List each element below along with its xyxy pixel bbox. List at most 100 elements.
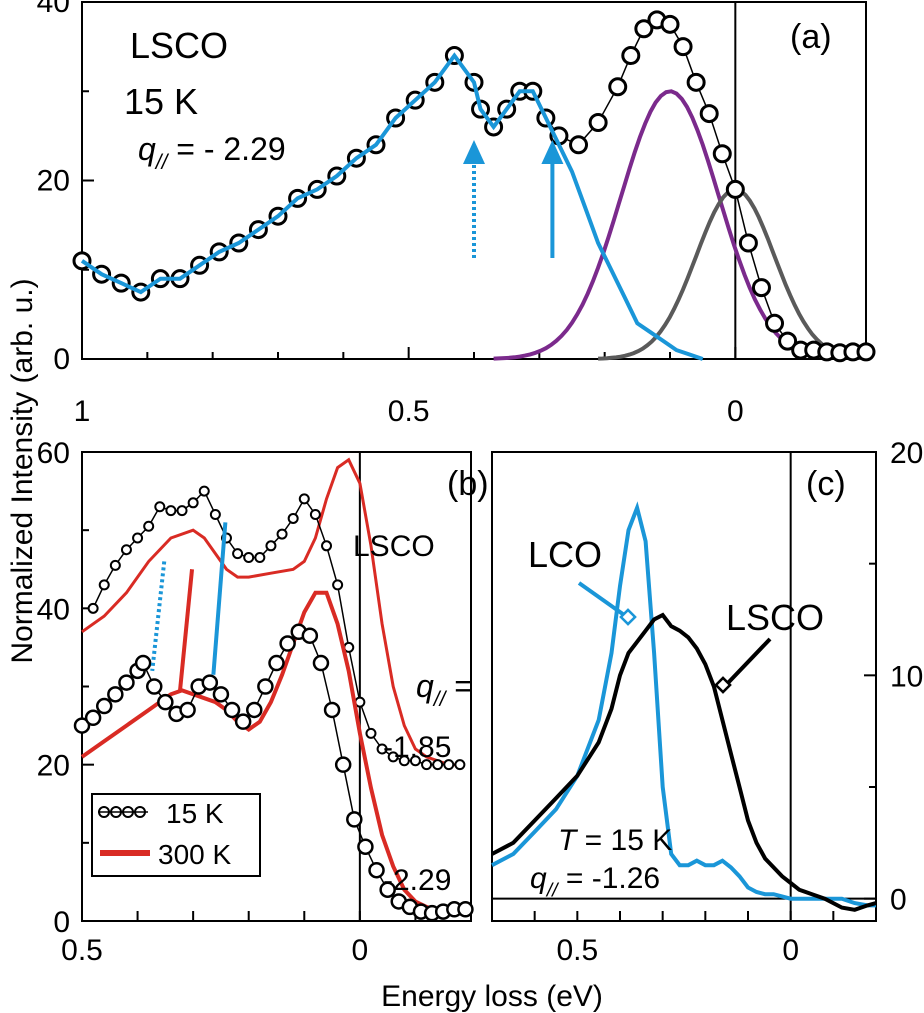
data-15k-upper-point <box>232 548 244 560</box>
solid-marker-line <box>178 569 195 691</box>
data-15k-lower-point <box>379 881 396 898</box>
data-point <box>686 72 706 92</box>
data-15k-lower-point <box>107 686 124 703</box>
legend-label-300k: 300 K <box>158 839 231 870</box>
lco-line <box>491 501 876 908</box>
panel-label: (c) <box>806 465 846 503</box>
data-15k-upper-point <box>187 497 199 509</box>
data-15k-lower-point <box>312 654 330 672</box>
x-tick-label: 0.5 <box>61 934 103 967</box>
data-15k-upper-point <box>98 579 110 591</box>
data-point <box>588 112 608 132</box>
q-value-lower: -2.29 <box>383 864 451 897</box>
y-tick-label: 20 <box>37 165 70 198</box>
lco-pointer-marker <box>619 608 637 626</box>
data-15k-lower-point <box>268 654 285 672</box>
data-15k-lower-point <box>73 717 91 734</box>
data-15k-lower-point <box>118 674 135 691</box>
data-point <box>608 77 628 97</box>
x-tick-label: 0.5 <box>556 934 598 967</box>
data-15k-upper-point <box>109 559 121 571</box>
data-15k-upper-point <box>132 532 144 544</box>
data-15k-lower-point <box>279 635 296 652</box>
data-15k-upper-point <box>287 512 299 524</box>
data-15k-upper-point <box>243 552 255 564</box>
data-15k-upper-point <box>321 540 333 552</box>
y-tick-label: 0 <box>890 884 907 917</box>
data-15k-upper-point <box>276 528 288 540</box>
data-15k-upper-point <box>443 759 455 771</box>
data-point <box>712 144 732 164</box>
data-15k-upper-point <box>154 501 166 513</box>
panel-a: 1 0.5 0 0 20 40 LSCO 15 K q// = - 2.29 (a) <box>37 0 876 428</box>
data-15k-lower-point <box>368 861 385 879</box>
x-tick-label: 1 <box>74 395 91 428</box>
data-15k-lower-point <box>334 756 352 773</box>
data-point <box>673 37 693 57</box>
data-15k-lower-point <box>95 697 113 715</box>
data-15k-upper-point <box>421 759 433 771</box>
data-connector <box>81 19 866 354</box>
data-point <box>660 14 680 34</box>
x-tick-label: 0 <box>727 395 744 428</box>
data-15k-lower-point <box>301 627 319 644</box>
data-15k-lower-point <box>201 674 219 691</box>
data-15k-lower-point <box>234 713 252 730</box>
data-15k-lower-point <box>145 678 163 695</box>
data-15k-lower-point <box>223 701 241 719</box>
q-value-upper: -1.85 <box>383 731 451 764</box>
data-15k-upper-point <box>265 540 277 552</box>
q-parallel-label: q// = -1.26 <box>530 862 660 901</box>
data-15k-upper-point <box>120 544 132 556</box>
data-point <box>725 179 745 199</box>
y-tick-label: 20 <box>37 750 70 783</box>
lsco-label: LSCO <box>726 597 824 638</box>
legend: 15 K 300 K <box>91 793 261 877</box>
dotted-marker-line <box>150 561 167 672</box>
data-15k-upper-point <box>454 759 466 771</box>
data-15k-upper-point <box>143 520 155 532</box>
data-15k-lower-point <box>84 709 102 727</box>
q-parallel-label: q// = <box>416 668 473 711</box>
data-15k-upper-point <box>176 505 188 517</box>
data-15k-lower-point <box>357 838 374 855</box>
lsco-pointer <box>724 637 772 687</box>
x-tick-label: 0.5 <box>388 395 430 428</box>
temperature-label: 15 K <box>124 81 198 122</box>
data-15k-lower-point <box>157 693 174 711</box>
data-15k-lower-point <box>212 686 230 703</box>
legend-label-15k: 15 K <box>166 798 224 829</box>
data-15k-upper-point <box>298 493 310 505</box>
data-15k-upper-point <box>254 552 266 564</box>
data-15k-lower-point <box>346 811 363 828</box>
x-axis-label: Energy loss (eV) <box>381 980 603 1013</box>
x-tick-label: 0 <box>782 934 799 967</box>
data-point <box>751 278 771 298</box>
q-parallel-label: q// = - 2.29 <box>138 131 286 174</box>
x-tick-label: 0 <box>352 934 369 967</box>
panel-c: 0.5 0 0 10 20 LCO LSCO T = 15 K q// = -1.26 (c) <box>491 437 923 967</box>
data-15k-upper-point <box>409 755 421 767</box>
y-tick-label: 20 <box>890 437 923 470</box>
lco-pointer <box>577 581 629 619</box>
y-tick-label: 40 <box>37 0 70 19</box>
red-300k-line-upper <box>81 457 460 767</box>
data-15k-upper-point <box>87 602 99 614</box>
data-15k-upper-point <box>398 755 410 767</box>
panel-label: (b) <box>447 465 489 503</box>
data-15k-lower-point <box>257 678 274 695</box>
y-tick-label: 10 <box>890 660 923 693</box>
data-point <box>569 135 589 155</box>
gray-fit-line <box>598 187 867 361</box>
lsco-pointer-marker <box>714 676 732 694</box>
data-point <box>699 104 719 124</box>
data-point <box>765 313 785 333</box>
y-tick-label: 60 <box>37 437 70 470</box>
data-15k-upper-connector <box>92 489 460 766</box>
data-15k-upper-point <box>376 743 388 755</box>
data-15k-upper-point <box>332 579 344 591</box>
data-15k-lower-point <box>457 901 474 918</box>
arrow-head <box>541 140 564 164</box>
data-point <box>856 342 876 362</box>
